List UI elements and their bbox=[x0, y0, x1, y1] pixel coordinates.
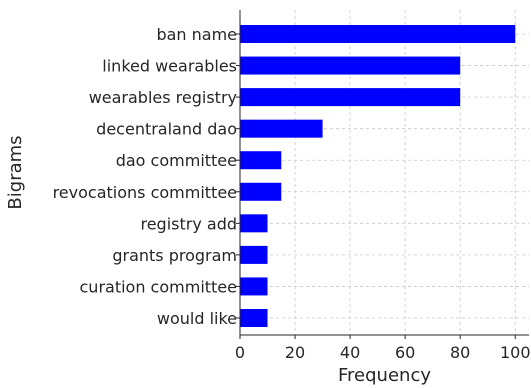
y-tick-label: would like bbox=[157, 309, 237, 328]
bar bbox=[240, 245, 268, 264]
bar bbox=[240, 56, 461, 75]
y-axis-label: Bigrams bbox=[5, 135, 26, 209]
bar bbox=[240, 214, 268, 233]
x-tick-label: 0 bbox=[235, 343, 245, 362]
y-tick-label: revocations committee bbox=[53, 183, 237, 202]
x-tick-label: 60 bbox=[395, 343, 415, 362]
bar bbox=[240, 25, 516, 43]
y-tick-label: wearables registry bbox=[89, 88, 237, 107]
grid-lines bbox=[239, 10, 529, 335]
x-tick-label: 100 bbox=[500, 343, 531, 362]
bar bbox=[240, 277, 268, 296]
bar bbox=[240, 88, 461, 107]
y-tick-labels: ban name linked wearables wearables regist… bbox=[53, 25, 240, 328]
x-tick-label: 20 bbox=[285, 343, 305, 362]
y-tick-label: registry add bbox=[140, 214, 237, 233]
x-axis-label: Frequency bbox=[338, 365, 431, 386]
bars bbox=[240, 25, 516, 327]
bar bbox=[240, 151, 282, 170]
y-tick-label: dao committee bbox=[116, 151, 237, 170]
y-tick-label: grants program bbox=[112, 246, 237, 265]
bar bbox=[240, 119, 323, 138]
y-tick-label: decentraland dao bbox=[96, 120, 237, 139]
x-tick-label: 80 bbox=[450, 343, 470, 362]
axes bbox=[239, 10, 529, 336]
y-tick-label: curation committee bbox=[80, 277, 238, 296]
bar bbox=[240, 309, 268, 327]
y-tick-label: linked wearables bbox=[102, 57, 237, 76]
x-tick-label: 40 bbox=[340, 343, 360, 362]
x-tick-labels: 0 20 40 60 80 100 bbox=[235, 335, 531, 362]
y-tick-label: ban name bbox=[156, 25, 237, 44]
bar bbox=[240, 182, 282, 201]
